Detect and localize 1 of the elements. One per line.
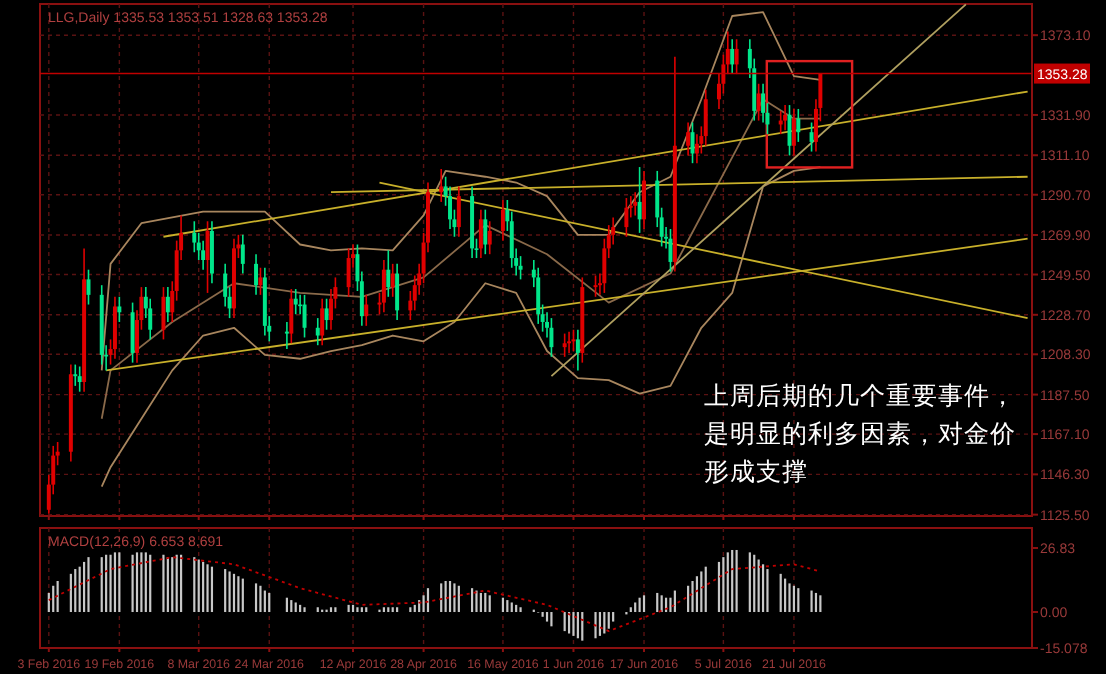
annotation: 上周后期的几个重要事件，是明显的利多因素，对金价形成支撑 — [704, 378, 1018, 490]
